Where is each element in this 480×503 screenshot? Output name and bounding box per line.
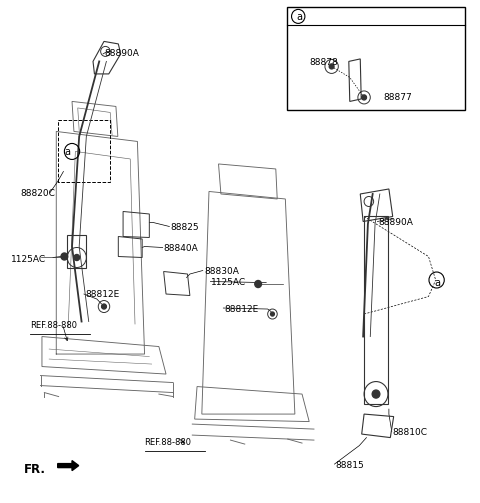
Text: 88890A: 88890A	[104, 49, 139, 58]
Text: 88810C: 88810C	[393, 428, 428, 437]
Text: 1125AC: 1125AC	[11, 255, 46, 264]
Text: REF.88-880: REF.88-880	[30, 321, 77, 330]
Text: FR.: FR.	[24, 463, 46, 476]
Text: 88812E: 88812E	[225, 304, 259, 313]
Circle shape	[372, 390, 380, 398]
Circle shape	[362, 95, 366, 100]
Circle shape	[102, 304, 107, 309]
Text: 88878: 88878	[309, 58, 338, 67]
Text: 88890A: 88890A	[378, 218, 413, 227]
Circle shape	[61, 253, 68, 260]
Text: a: a	[64, 147, 71, 157]
Text: a: a	[296, 13, 302, 23]
Text: 88812E: 88812E	[85, 290, 119, 298]
Text: 88815: 88815	[336, 461, 364, 470]
Text: 88825: 88825	[171, 223, 199, 232]
Circle shape	[271, 312, 275, 316]
Circle shape	[329, 64, 334, 69]
Text: 88840A: 88840A	[164, 244, 198, 254]
Text: 88820C: 88820C	[21, 190, 55, 199]
Text: 88877: 88877	[383, 93, 412, 102]
Text: REF.88-880: REF.88-880	[144, 438, 192, 447]
Text: 1125AC: 1125AC	[211, 278, 247, 287]
Polygon shape	[58, 461, 79, 471]
Text: a: a	[435, 278, 441, 288]
Circle shape	[255, 281, 262, 288]
Circle shape	[74, 255, 80, 261]
Text: 88830A: 88830A	[204, 267, 239, 276]
FancyBboxPatch shape	[287, 8, 465, 111]
